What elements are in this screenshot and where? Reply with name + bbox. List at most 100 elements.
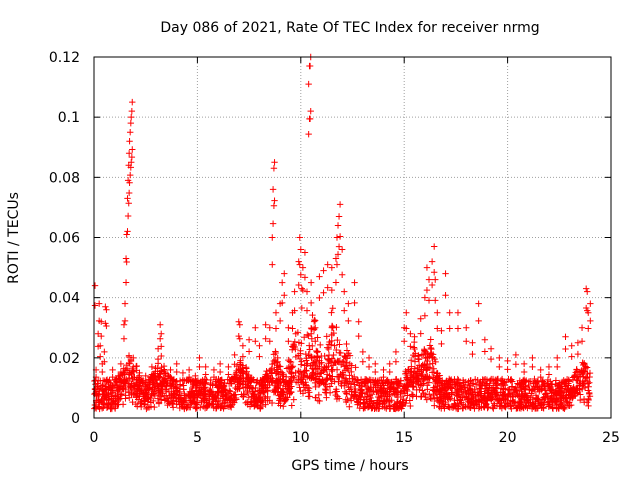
data-point — [122, 279, 130, 286]
data-point — [268, 369, 276, 376]
data-point — [296, 355, 304, 363]
data-point — [150, 376, 158, 383]
data-point — [290, 342, 297, 349]
data-point — [287, 358, 295, 366]
data-point — [326, 372, 333, 379]
data-point — [421, 312, 429, 319]
data-point — [343, 355, 351, 362]
data-point — [578, 324, 586, 331]
data-point — [376, 398, 383, 405]
data-point — [444, 394, 451, 402]
data-point — [574, 339, 582, 346]
data-point — [117, 368, 125, 376]
data-point — [353, 396, 360, 403]
data-point — [126, 138, 133, 145]
data-point — [130, 354, 137, 362]
data-point — [303, 373, 311, 381]
data-point — [578, 385, 586, 393]
data-point — [452, 402, 460, 409]
data-point — [292, 345, 299, 353]
data-point — [335, 378, 342, 386]
data-point — [124, 212, 132, 220]
data-point — [94, 377, 102, 384]
data-point — [574, 350, 582, 358]
data-point — [466, 387, 474, 394]
data-point — [422, 374, 429, 381]
data-point — [508, 383, 516, 390]
data-point — [584, 288, 591, 295]
data-point — [100, 400, 108, 407]
data-point — [98, 318, 105, 325]
data-point — [173, 368, 180, 376]
data-point — [263, 374, 270, 381]
data-point — [251, 391, 258, 399]
data-point — [316, 397, 323, 405]
data-point — [285, 324, 292, 331]
data-point — [276, 317, 284, 325]
data-point — [91, 302, 99, 309]
data-point — [312, 324, 319, 331]
data-point — [582, 374, 590, 382]
data-point — [109, 383, 116, 390]
data-point — [121, 317, 129, 325]
data-point — [428, 281, 436, 289]
data-point — [407, 357, 415, 364]
data-point — [425, 276, 433, 283]
data-point — [278, 369, 286, 377]
data-point — [368, 405, 375, 412]
data-point — [266, 381, 273, 389]
data-point — [409, 391, 417, 399]
data-point — [138, 398, 145, 405]
data-point — [277, 381, 284, 389]
data-point — [296, 261, 303, 268]
data-point — [315, 373, 323, 380]
data-point — [372, 360, 379, 368]
data-point — [572, 387, 580, 394]
data-point — [291, 307, 298, 314]
data-point — [571, 372, 579, 379]
data-point — [328, 376, 336, 384]
data-point — [225, 390, 233, 397]
data-point — [562, 345, 569, 353]
x-tick-label: 25 — [602, 430, 620, 446]
data-point — [475, 389, 483, 396]
data-point — [443, 391, 451, 398]
data-point — [544, 376, 552, 384]
data-point — [226, 395, 233, 403]
data-point — [255, 393, 262, 400]
data-point — [386, 405, 393, 412]
data-point — [444, 379, 451, 387]
data-point — [438, 382, 445, 389]
data-point — [161, 369, 168, 377]
data-point — [121, 371, 128, 378]
data-point — [227, 388, 234, 395]
data-point — [455, 391, 463, 398]
data-point — [194, 388, 202, 395]
data-point — [328, 331, 335, 339]
data-point — [303, 357, 310, 364]
data-point — [244, 379, 252, 387]
data-point — [167, 373, 174, 381]
data-point — [149, 384, 156, 391]
data-point — [579, 359, 586, 366]
data-point — [449, 379, 456, 386]
data-point — [280, 372, 287, 380]
data-point — [312, 375, 319, 382]
data-point — [528, 387, 536, 394]
data-point — [386, 383, 394, 391]
data-point — [475, 405, 483, 412]
data-point — [422, 360, 430, 368]
data-point — [123, 231, 130, 238]
data-point — [331, 342, 338, 349]
data-point — [323, 333, 330, 340]
data-point — [298, 340, 305, 347]
data-point — [428, 395, 436, 402]
data-point — [185, 403, 193, 411]
data-point — [188, 377, 196, 384]
data-point — [301, 249, 309, 256]
data-point — [457, 386, 465, 393]
data-point — [557, 399, 564, 407]
data-point — [404, 392, 411, 399]
data-point — [95, 300, 103, 307]
